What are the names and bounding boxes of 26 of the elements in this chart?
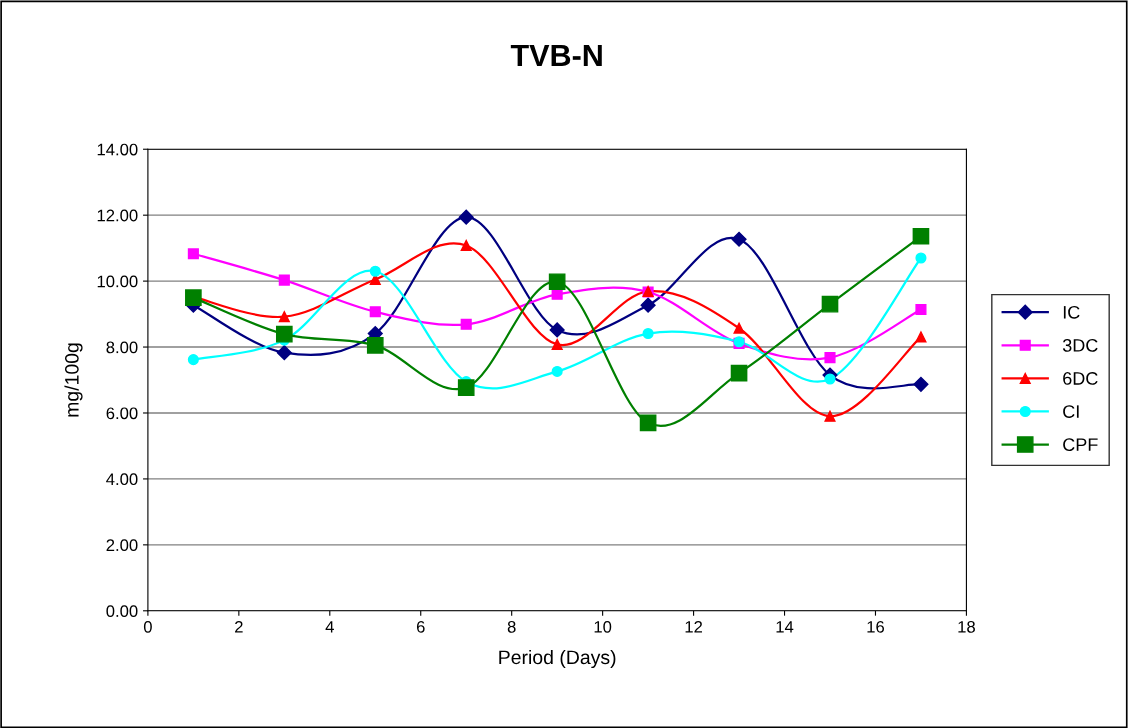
legend-label: CI [1063, 405, 1079, 418]
legend-label: IC [1063, 305, 1080, 319]
y-tick-label: 12.00 [97, 209, 138, 222]
legend-label: 3DC [1062, 339, 1098, 352]
x-tick-label: 16 [867, 620, 885, 633]
x-tick-label: 18 [958, 620, 975, 633]
x-tick-label: 10 [594, 620, 612, 633]
y-tick-label: 14.00 [97, 143, 138, 156]
y-axis-title: mg/100g [64, 343, 83, 417]
x-axis-title: Period (Days) [499, 649, 616, 669]
chart-title: TVB-N [510, 44, 602, 66]
legend-label: 6DC [1063, 372, 1098, 385]
x-tick-label: 4 [325, 621, 334, 633]
legend-label: CPF [1063, 438, 1098, 452]
y-tick-label: 6.00 [106, 407, 138, 420]
y-tick-label: 8.00 [106, 341, 138, 354]
x-tick-label: 2 [235, 620, 243, 633]
y-tick-label: 0.00 [106, 605, 138, 617]
y-tick-label: 4.00 [106, 473, 138, 486]
y-tick-label: 2.00 [106, 539, 138, 552]
x-tick-label: 0 [143, 620, 152, 633]
x-tick-label: 6 [416, 620, 425, 633]
x-tick-label: 14 [776, 621, 794, 633]
y-tick-label: 10.00 [97, 275, 138, 288]
x-tick-label: 12 [685, 620, 703, 633]
x-tick-label: 8 [507, 620, 516, 633]
